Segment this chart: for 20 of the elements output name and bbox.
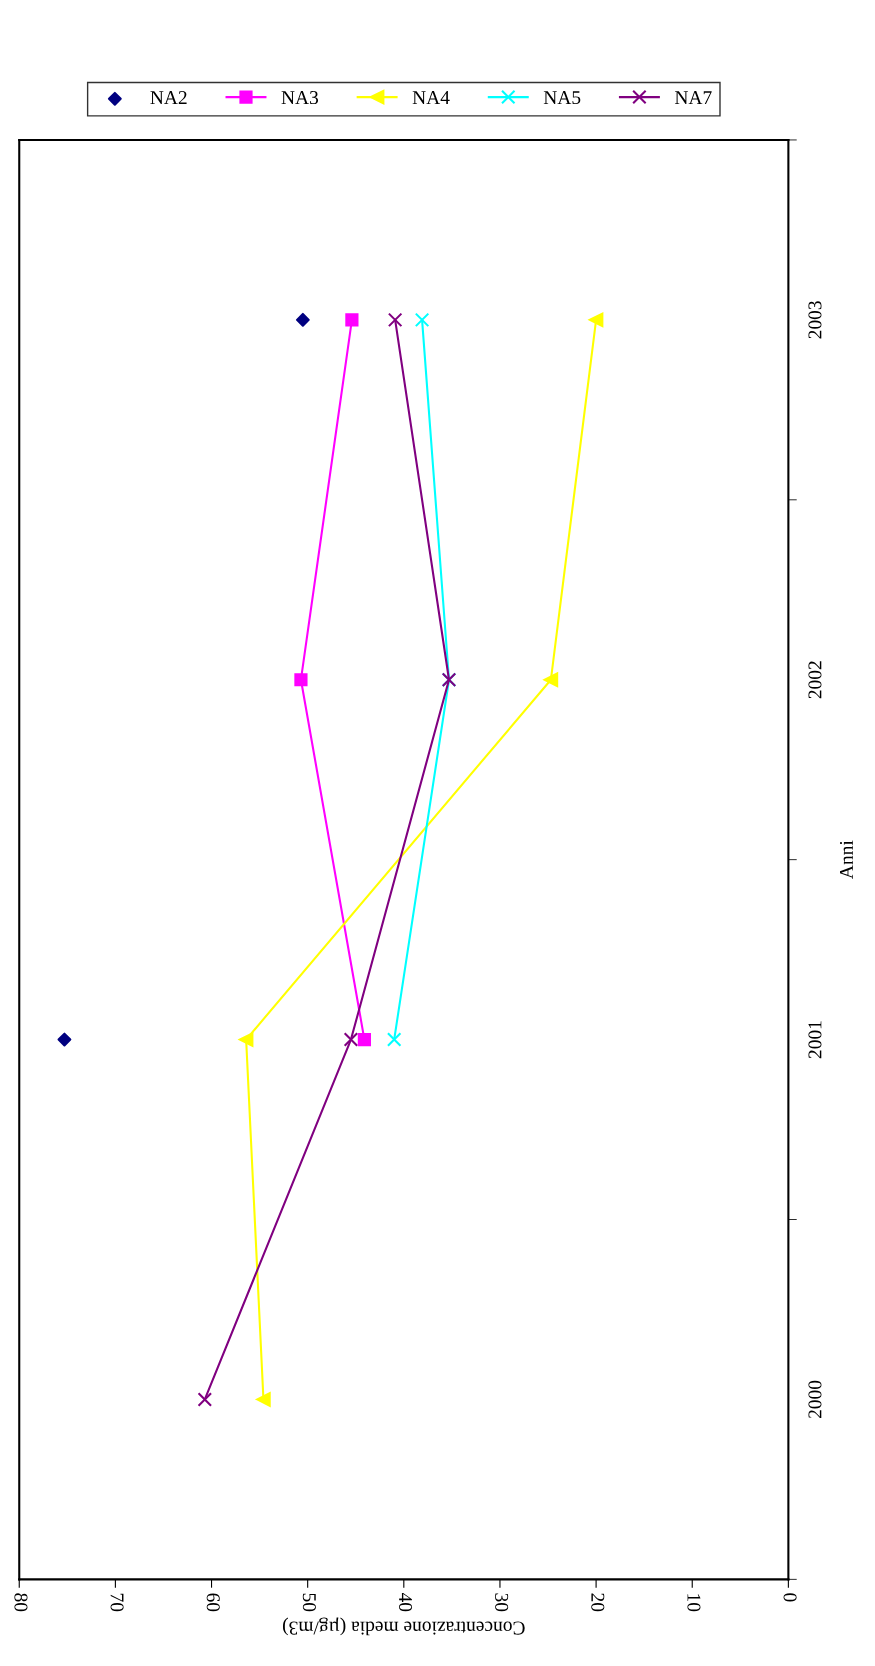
y-tick-label: 2001 <box>808 1021 822 1059</box>
y-tick-label: 2000 <box>808 1380 822 1419</box>
x-tick-label: 30 <box>495 1593 509 1612</box>
y-axis-title: Anni <box>839 840 853 879</box>
x-tick-label: 80 <box>14 1593 28 1612</box>
x-tick-label: 10 <box>687 1594 701 1612</box>
x-axis-title: Concentrazione media (µg/m3) <box>282 1617 525 1636</box>
legend-label: NA2 <box>150 91 187 104</box>
y-tick-label: 2002 <box>808 661 822 699</box>
legend-label: NA4 <box>412 91 450 104</box>
legend-label: NA5 <box>543 91 581 105</box>
y-tick-label: 2003 <box>808 301 822 339</box>
x-tick-label: 60 <box>206 1593 220 1612</box>
x-tick-label: 50 <box>302 1593 316 1612</box>
x-tick-label: 0 <box>783 1593 797 1602</box>
x-tick-label: 40 <box>398 1592 413 1612</box>
legend-label: NA7 <box>674 91 712 104</box>
legend-label: NA3 <box>281 91 319 105</box>
x-tick-label: 70 <box>110 1593 124 1612</box>
x-tick-label: 20 <box>591 1593 605 1612</box>
